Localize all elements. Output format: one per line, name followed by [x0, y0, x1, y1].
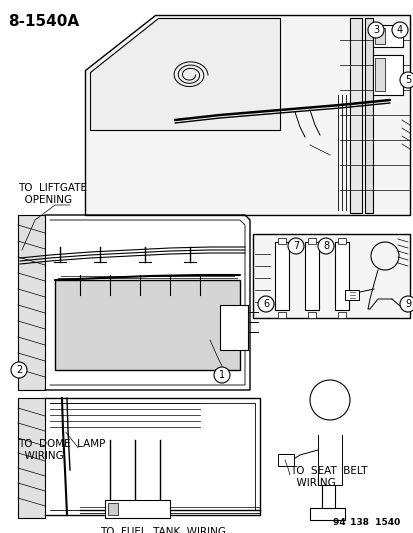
Bar: [274, 242, 288, 310]
Text: TO  SEAT  BELT
  WIRING: TO SEAT BELT WIRING: [289, 466, 367, 488]
Circle shape: [367, 22, 383, 38]
Bar: [334, 242, 348, 310]
Bar: [105, 500, 170, 518]
Text: 1: 1: [218, 370, 225, 380]
Circle shape: [391, 22, 407, 38]
Text: 8: 8: [322, 241, 328, 251]
Circle shape: [399, 72, 413, 88]
Bar: [374, 58, 384, 91]
Text: 7: 7: [292, 241, 299, 251]
Circle shape: [214, 367, 230, 383]
Bar: [309, 508, 344, 520]
Polygon shape: [18, 215, 45, 390]
Text: 9: 9: [404, 299, 410, 309]
Bar: [372, 55, 402, 95]
Bar: [277, 312, 285, 318]
Bar: [108, 503, 118, 515]
Bar: [374, 28, 384, 44]
Polygon shape: [85, 15, 409, 215]
Bar: [349, 18, 361, 213]
Bar: [252, 234, 409, 318]
Text: 94 138  1540: 94 138 1540: [332, 518, 399, 527]
Bar: [304, 242, 318, 310]
Circle shape: [287, 238, 303, 254]
Text: 2: 2: [16, 365, 22, 375]
Bar: [219, 305, 247, 350]
Bar: [277, 238, 285, 244]
Bar: [337, 312, 345, 318]
Circle shape: [399, 296, 413, 312]
Bar: [364, 18, 372, 213]
Polygon shape: [55, 280, 240, 370]
Text: 6: 6: [262, 299, 268, 309]
Bar: [307, 238, 315, 244]
Text: 4: 4: [396, 25, 402, 35]
Bar: [344, 290, 358, 300]
Bar: [307, 312, 315, 318]
Bar: [18, 398, 45, 518]
Text: 5: 5: [404, 75, 410, 85]
Text: 8-1540A: 8-1540A: [8, 14, 79, 29]
Polygon shape: [90, 18, 279, 130]
Circle shape: [317, 238, 333, 254]
Bar: [372, 25, 402, 47]
Text: TO  FUEL  TANK  WIRING: TO FUEL TANK WIRING: [100, 527, 225, 533]
Bar: [337, 238, 345, 244]
Text: TO  LIFTGATE
  OPENING: TO LIFTGATE OPENING: [18, 183, 87, 205]
Text: 3: 3: [372, 25, 378, 35]
Circle shape: [257, 296, 273, 312]
Circle shape: [11, 362, 27, 378]
Text: TO  DOME  LAMP
  WIRING: TO DOME LAMP WIRING: [18, 439, 105, 461]
Bar: [277, 454, 293, 466]
